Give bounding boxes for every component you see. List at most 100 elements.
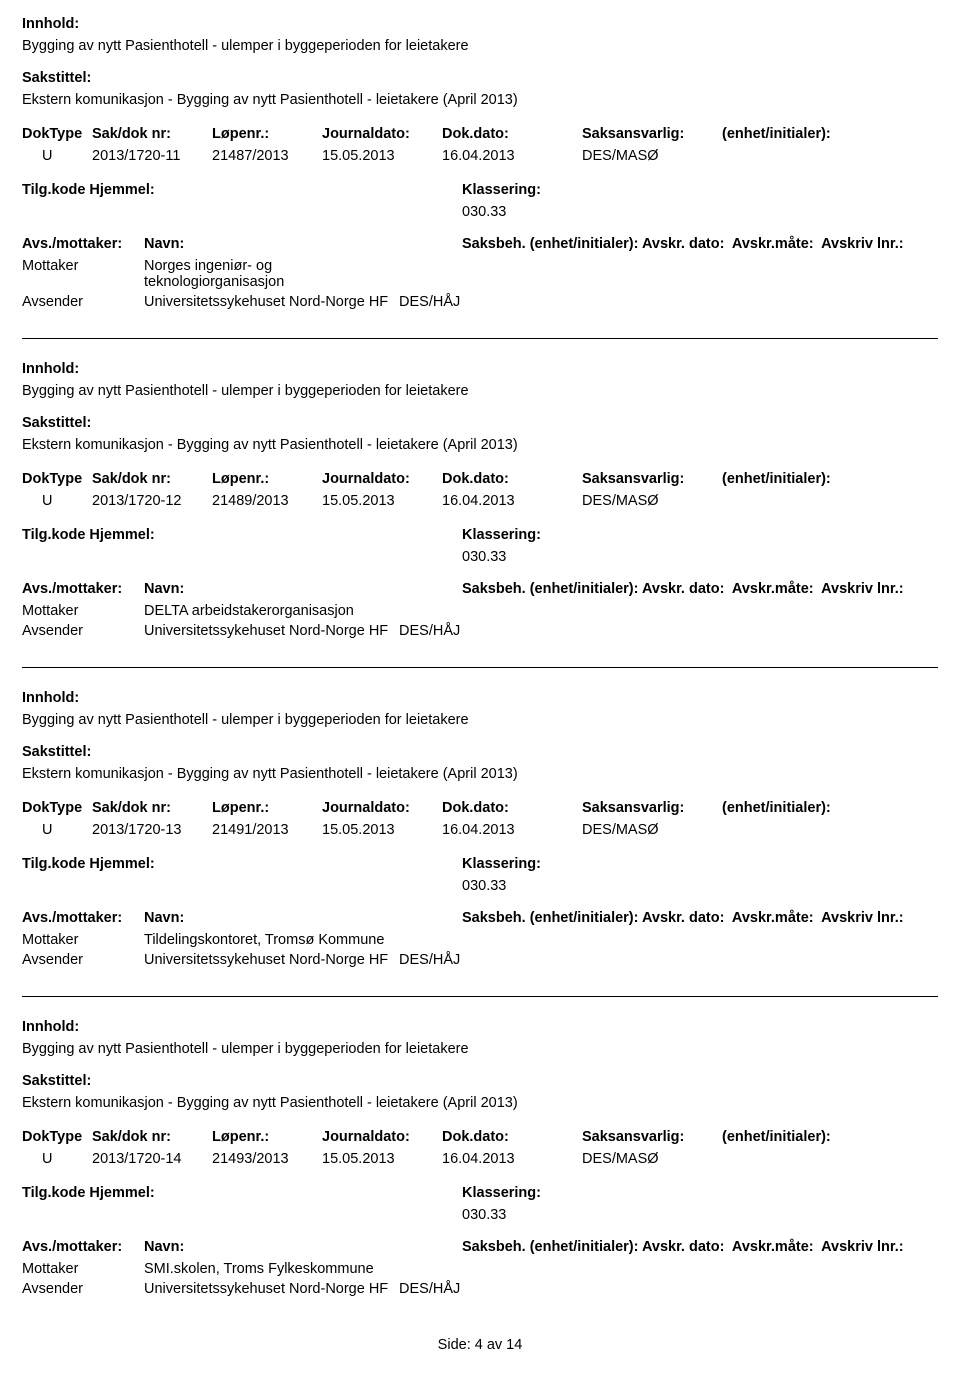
hdr-enhet: (enhet/initialer):: [722, 1129, 938, 1145]
mottaker-name: DELTA arbeidstakerorganisasjon: [144, 603, 399, 619]
avsender-row: Avsender Universitetssykehuset Nord-Norg…: [22, 623, 938, 639]
sakstittel-label: Sakstittel:: [22, 415, 938, 431]
hdr-saksansvarlig: Saksansvarlig:: [582, 126, 722, 142]
avsender-label: Avsender: [22, 1281, 144, 1297]
avsender-code: DES/HÅJ: [399, 952, 460, 968]
hdr-saksansvarlig: Saksansvarlig:: [582, 471, 722, 487]
innhold-label: Innhold:: [22, 1019, 938, 1035]
sakstittel-text: Ekstern komunikasjon - Bygging av nytt P…: [22, 92, 938, 108]
sakstittel-label: Sakstittel:: [22, 744, 938, 760]
avsender-code: DES/HÅJ: [399, 623, 460, 639]
val-journaldato: 15.05.2013: [322, 493, 442, 509]
hdr-doktype: DokType: [22, 126, 92, 142]
hjemmel-label: Hjemmel:: [89, 527, 154, 543]
journal-entry: Innhold: Bygging av nytt Pasienthotell -…: [22, 361, 938, 639]
avs-headers: Avs./mottaker: Navn: Saksbeh. (enhet/ini…: [22, 1239, 938, 1255]
tilg-klass-row: Tilg.kode Hjemmel: Klassering:: [22, 1185, 938, 1201]
mottaker-name: Tildelingskontoret, Tromsø Kommune: [144, 932, 399, 948]
mottaker-row: Mottaker SMI.skolen, Troms Fylkeskommune: [22, 1261, 938, 1277]
hdr-journaldato: Journaldato:: [322, 800, 442, 816]
avsender-name: Universitetssykehuset Nord-Norge HF: [144, 952, 399, 968]
hdr-navn: Navn:: [144, 236, 462, 252]
meta-headers: DokType Sak/dok nr: Løpenr.: Journaldato…: [22, 1129, 938, 1145]
mottaker-label: Mottaker: [22, 258, 144, 290]
journal-entry: Innhold: Bygging av nytt Pasienthotell -…: [22, 690, 938, 968]
val-journaldato: 15.05.2013: [322, 148, 442, 164]
hdr-sakdok: Sak/dok nr:: [92, 471, 212, 487]
klassering-label: Klassering:: [462, 527, 541, 543]
klassering-value: 030.33: [462, 1207, 938, 1223]
val-dokdato: 16.04.2013: [442, 822, 582, 838]
val-dokdato: 16.04.2013: [442, 1151, 582, 1167]
hdr-dokdato: Dok.dato:: [442, 800, 582, 816]
sakstittel-text: Ekstern komunikasjon - Bygging av nytt P…: [22, 437, 938, 453]
val-doktype: U: [22, 822, 92, 838]
innhold-label: Innhold:: [22, 690, 938, 706]
val-lopenr: 21489/2013: [212, 493, 322, 509]
hdr-navn: Navn:: [144, 910, 462, 926]
innhold-text: Bygging av nytt Pasienthotell - ulemper …: [22, 38, 938, 54]
hdr-lopenr: Løpenr.:: [212, 800, 322, 816]
hdr-journaldato: Journaldato:: [322, 1129, 442, 1145]
hdr-journaldato: Journaldato:: [322, 126, 442, 142]
avsender-name: Universitetssykehuset Nord-Norge HF: [144, 623, 399, 639]
page-footer: Side: 4 av 14: [22, 1337, 938, 1353]
val-sakdok: 2013/1720-14: [92, 1151, 212, 1167]
sakstittel-label: Sakstittel:: [22, 1073, 938, 1089]
avsender-code: DES/HÅJ: [399, 294, 460, 310]
sakstittel-label: Sakstittel:: [22, 70, 938, 86]
meta-values: U 2013/1720-11 21487/2013 15.05.2013 16.…: [22, 148, 938, 164]
val-enhet: [722, 493, 938, 509]
mottaker-label: Mottaker: [22, 603, 144, 619]
mottaker-row: Mottaker Tildelingskontoret, Tromsø Komm…: [22, 932, 938, 948]
tilg-klass-row: Tilg.kode Hjemmel: Klassering:: [22, 182, 938, 198]
hdr-avsmottaker: Avs./mottaker:: [22, 1239, 144, 1255]
val-saksansvarlig: DES/MASØ: [582, 1151, 722, 1167]
tilgkode-label: Tilg.kode: [22, 1185, 85, 1201]
innhold-label: Innhold:: [22, 16, 938, 32]
meta-values: U 2013/1720-14 21493/2013 15.05.2013 16.…: [22, 1151, 938, 1167]
hdr-dokdato: Dok.dato:: [442, 126, 582, 142]
hdr-avsmottaker: Avs./mottaker:: [22, 910, 144, 926]
mottaker-name: SMI.skolen, Troms Fylkeskommune: [144, 1261, 399, 1277]
hdr-avsmottaker: Avs./mottaker:: [22, 236, 144, 252]
klassering-value: 030.33: [462, 549, 938, 565]
hdr-avsmottaker: Avs./mottaker:: [22, 581, 144, 597]
klassering-label: Klassering:: [462, 182, 541, 198]
innhold-text: Bygging av nytt Pasienthotell - ulemper …: [22, 712, 938, 728]
meta-values: U 2013/1720-12 21489/2013 15.05.2013 16.…: [22, 493, 938, 509]
meta-headers: DokType Sak/dok nr: Løpenr.: Journaldato…: [22, 471, 938, 487]
val-enhet: [722, 822, 938, 838]
meta-headers: DokType Sak/dok nr: Løpenr.: Journaldato…: [22, 126, 938, 142]
separator: [22, 996, 938, 997]
val-lopenr: 21493/2013: [212, 1151, 322, 1167]
tilgkode-label: Tilg.kode: [22, 527, 85, 543]
mottaker-name: Norges ingeniør- og teknologiorganisasjo…: [144, 258, 399, 290]
hdr-sakdok: Sak/dok nr:: [92, 800, 212, 816]
avsender-code: DES/HÅJ: [399, 1281, 460, 1297]
mottaker-row: Mottaker DELTA arbeidstakerorganisasjon: [22, 603, 938, 619]
klassering-label: Klassering:: [462, 1185, 541, 1201]
avs-headers: Avs./mottaker: Navn: Saksbeh. (enhet/ini…: [22, 910, 938, 926]
hdr-doktype: DokType: [22, 471, 92, 487]
mottaker-row: Mottaker Norges ingeniør- og teknologior…: [22, 258, 938, 290]
hdr-saksbeh: Saksbeh. (enhet/initialer): Avskr. dato:…: [462, 581, 938, 597]
tilg-klass-row: Tilg.kode Hjemmel: Klassering:: [22, 856, 938, 872]
separator: [22, 338, 938, 339]
hdr-sakdok: Sak/dok nr:: [92, 126, 212, 142]
hdr-navn: Navn:: [144, 581, 462, 597]
val-enhet: [722, 148, 938, 164]
avsender-label: Avsender: [22, 623, 144, 639]
val-journaldato: 15.05.2013: [322, 1151, 442, 1167]
avsender-row: Avsender Universitetssykehuset Nord-Norg…: [22, 294, 938, 310]
hdr-navn: Navn:: [144, 1239, 462, 1255]
val-sakdok: 2013/1720-12: [92, 493, 212, 509]
hdr-doktype: DokType: [22, 1129, 92, 1145]
tilgkode-label: Tilg.kode: [22, 856, 85, 872]
hjemmel-label: Hjemmel:: [89, 1185, 154, 1201]
meta-headers: DokType Sak/dok nr: Løpenr.: Journaldato…: [22, 800, 938, 816]
val-doktype: U: [22, 1151, 92, 1167]
hdr-journaldato: Journaldato:: [322, 471, 442, 487]
hdr-enhet: (enhet/initialer):: [722, 800, 938, 816]
avs-headers: Avs./mottaker: Navn: Saksbeh. (enhet/ini…: [22, 236, 938, 252]
